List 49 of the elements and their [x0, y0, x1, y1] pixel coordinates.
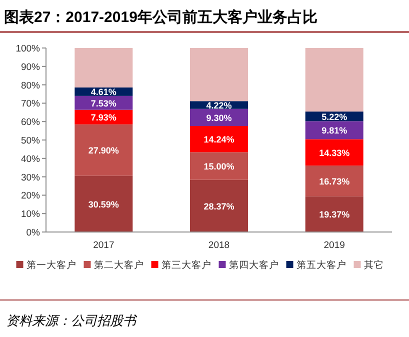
data-label: 9.81% — [322, 126, 348, 136]
text: 资料来源：公司招股书 — [6, 313, 138, 328]
bar — [305, 196, 364, 232]
bar — [74, 124, 133, 176]
y-tick-label: 100% — [16, 44, 41, 54]
data-label: 19.37% — [319, 210, 350, 220]
legend-label: 第二大客户 — [94, 259, 144, 271]
legend-label: 第五大客户 — [296, 259, 346, 271]
bar — [190, 152, 248, 180]
bar — [74, 48, 133, 88]
y-tick-label: 10% — [20, 209, 41, 220]
y-tick-label: 70% — [20, 98, 41, 110]
data-label: 15.00% — [204, 162, 234, 172]
y-tick-label: 20% — [20, 190, 41, 202]
x-tick-label: 2019 — [324, 240, 345, 251]
data-label: 16.73% — [319, 176, 350, 186]
legend-label: 其它 — [364, 259, 384, 271]
data-label: 27.90% — [88, 146, 119, 156]
y-tick-label: 80% — [20, 80, 41, 92]
legend-label: 第三大客户 — [161, 259, 212, 271]
data-label: 14.24% — [204, 134, 234, 145]
bar — [190, 180, 248, 232]
data-label: 7.93% — [90, 112, 116, 123]
data-label: 5.22% — [322, 112, 348, 122]
legend-label: 第一大客户 — [26, 259, 76, 271]
bar — [305, 166, 364, 196]
data-label: 9.30% — [206, 112, 232, 123]
y-tick-label: 30% — [20, 172, 41, 184]
y-tick-label: 40% — [20, 154, 41, 165]
bar — [305, 121, 364, 140]
data-label: 14.33% — [319, 148, 350, 158]
data-label: 28.37% — [204, 201, 234, 212]
y-tick-label: 90% — [20, 62, 41, 73]
y-tick-label: 50% — [20, 136, 41, 146]
y-tick-label: 0% — [26, 228, 41, 238]
x-tick-label: 2017 — [93, 240, 114, 251]
data-label: 4.22% — [206, 100, 232, 111]
bar — [305, 48, 364, 112]
bar — [190, 48, 248, 102]
legend-label: 第四大客户 — [228, 259, 279, 271]
bar — [305, 139, 364, 166]
chart-title: 图表27：2017-2019年公司前五大客户业务占比 — [4, 8, 318, 26]
data-label: 4.61% — [90, 87, 116, 98]
bar — [74, 176, 133, 232]
data-label: 7.53% — [90, 98, 116, 108]
x-tick-label: 2018 — [208, 240, 230, 251]
y-tick-label: 60% — [20, 117, 41, 128]
data-label: 30.59% — [88, 199, 119, 210]
bar — [190, 126, 248, 152]
